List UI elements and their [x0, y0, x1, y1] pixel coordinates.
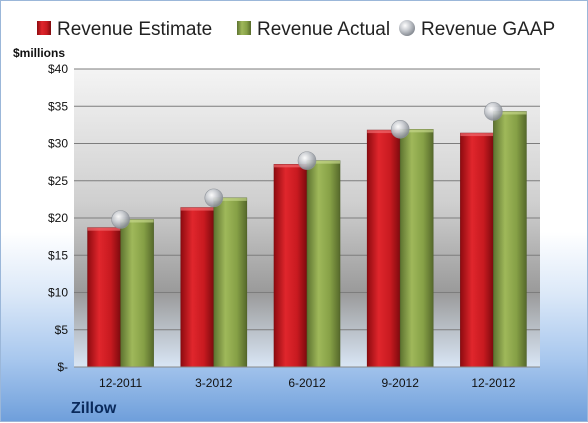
- y-tick-label: $-: [57, 360, 68, 374]
- bar-estimate: [180, 207, 215, 368]
- bar-actual: [399, 129, 434, 368]
- y-tick-label: $10: [48, 286, 68, 300]
- y-tick-label: $30: [48, 137, 68, 151]
- y-tick-label: $20: [48, 211, 68, 225]
- bar-estimate-top: [460, 133, 494, 137]
- legend-item-estimate: Revenue Estimate: [37, 19, 212, 40]
- gaap-marker: [390, 120, 410, 139]
- x-axis-ticks: 12-2011 3-2012 6-2012 9-2012 12-2012: [99, 376, 516, 390]
- legend-label-estimate: Revenue Estimate: [57, 19, 212, 40]
- legend-item-gaap: Revenue GAAP: [399, 19, 555, 40]
- y-tick-label: $5: [55, 323, 69, 337]
- gaap-markers: [111, 102, 503, 229]
- company-name: Zillow: [71, 400, 117, 417]
- y-tick-label: $35: [48, 99, 68, 113]
- bar-actual-top: [120, 219, 154, 223]
- bar-estimate-top: [180, 207, 214, 211]
- y-unit-label: $millions: [13, 46, 65, 60]
- legend: Revenue Estimate Revenue Actual Revenue …: [37, 19, 555, 40]
- bar-actual-top: [493, 111, 527, 115]
- bar-estimate: [460, 132, 494, 368]
- x-tick-label: 6-2012: [288, 376, 326, 390]
- gaap-marker: [204, 188, 224, 208]
- legend-swatch-gaap: [399, 20, 415, 36]
- bars: [87, 111, 527, 368]
- x-tick-label: 12-2012: [471, 376, 515, 390]
- bar-actual: [306, 160, 341, 368]
- bar-actual-top: [400, 129, 434, 133]
- y-axis-ticks: $- $5 $10 $15 $20 $25 $30 $35 $40: [48, 62, 68, 374]
- bar-actual-top: [213, 197, 247, 201]
- gaap-marker: [111, 210, 130, 229]
- gaap-marker: [297, 151, 317, 170]
- y-tick-label: $25: [48, 174, 68, 188]
- y-tick-label: $15: [48, 248, 68, 262]
- x-tick-label: 3-2012: [195, 376, 233, 390]
- legend-swatch-estimate: [37, 21, 51, 35]
- bar-estimate: [366, 129, 401, 368]
- bar-actual-top: [307, 160, 340, 164]
- bar-estimate-top: [87, 227, 121, 231]
- y-tick-label: $40: [48, 62, 68, 76]
- bar-actual: [493, 111, 527, 368]
- legend-label-actual: Revenue Actual: [257, 19, 390, 40]
- x-tick-label: 9-2012: [382, 376, 420, 390]
- bar-estimate: [87, 227, 121, 368]
- legend-label-gaap: Revenue GAAP: [421, 19, 555, 40]
- bar-estimate: [273, 164, 308, 368]
- x-tick-label: 12-2011: [99, 376, 142, 390]
- bar-estimate-top: [274, 164, 307, 168]
- bar-actual: [213, 197, 248, 368]
- gaap-marker: [484, 102, 503, 121]
- legend-swatch-actual: [237, 21, 251, 35]
- legend-item-actual: Revenue Actual: [237, 19, 390, 40]
- bar-actual: [120, 219, 154, 368]
- bar-estimate-top: [367, 130, 401, 134]
